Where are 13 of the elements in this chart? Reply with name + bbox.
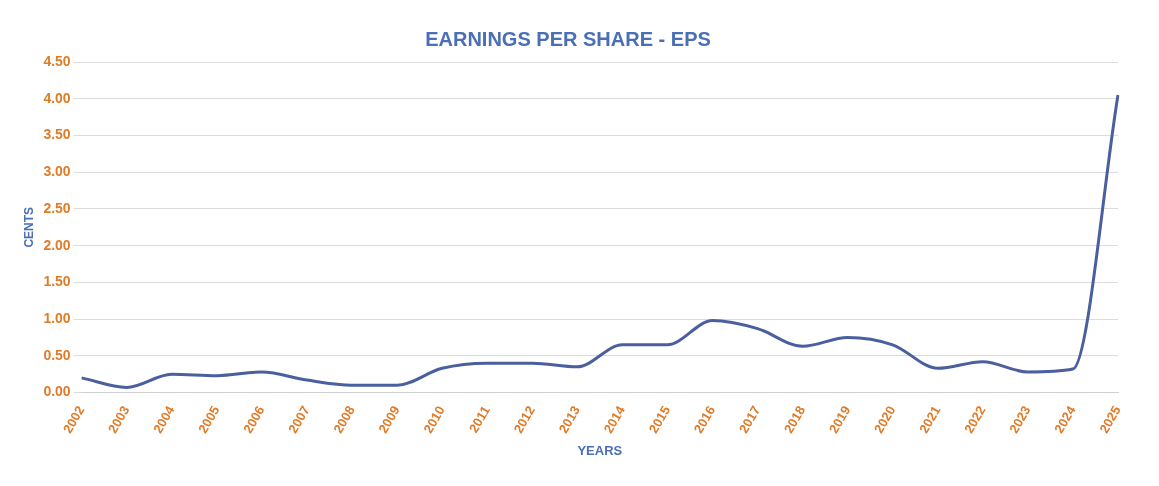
y-tick-label: 0.50	[43, 346, 71, 363]
chart-title: EARNINGS PER SHARE - EPS	[425, 27, 711, 50]
y-tick-label: 0.00	[43, 383, 71, 400]
y-axis-title: CENTS	[21, 206, 36, 248]
y-tick-label: 3.00	[43, 163, 71, 180]
y-tick-label: 4.00	[43, 89, 71, 106]
y-tick-label: 2.50	[43, 199, 71, 216]
x-axis-title: YEARS	[577, 442, 623, 458]
y-tick-label: 4.50	[43, 52, 71, 69]
y-tick-label: 3.50	[43, 126, 71, 143]
y-tick-label: 1.00	[43, 309, 71, 326]
y-tick-label: 1.50	[43, 273, 71, 290]
y-tick-label: 2.00	[43, 236, 71, 253]
